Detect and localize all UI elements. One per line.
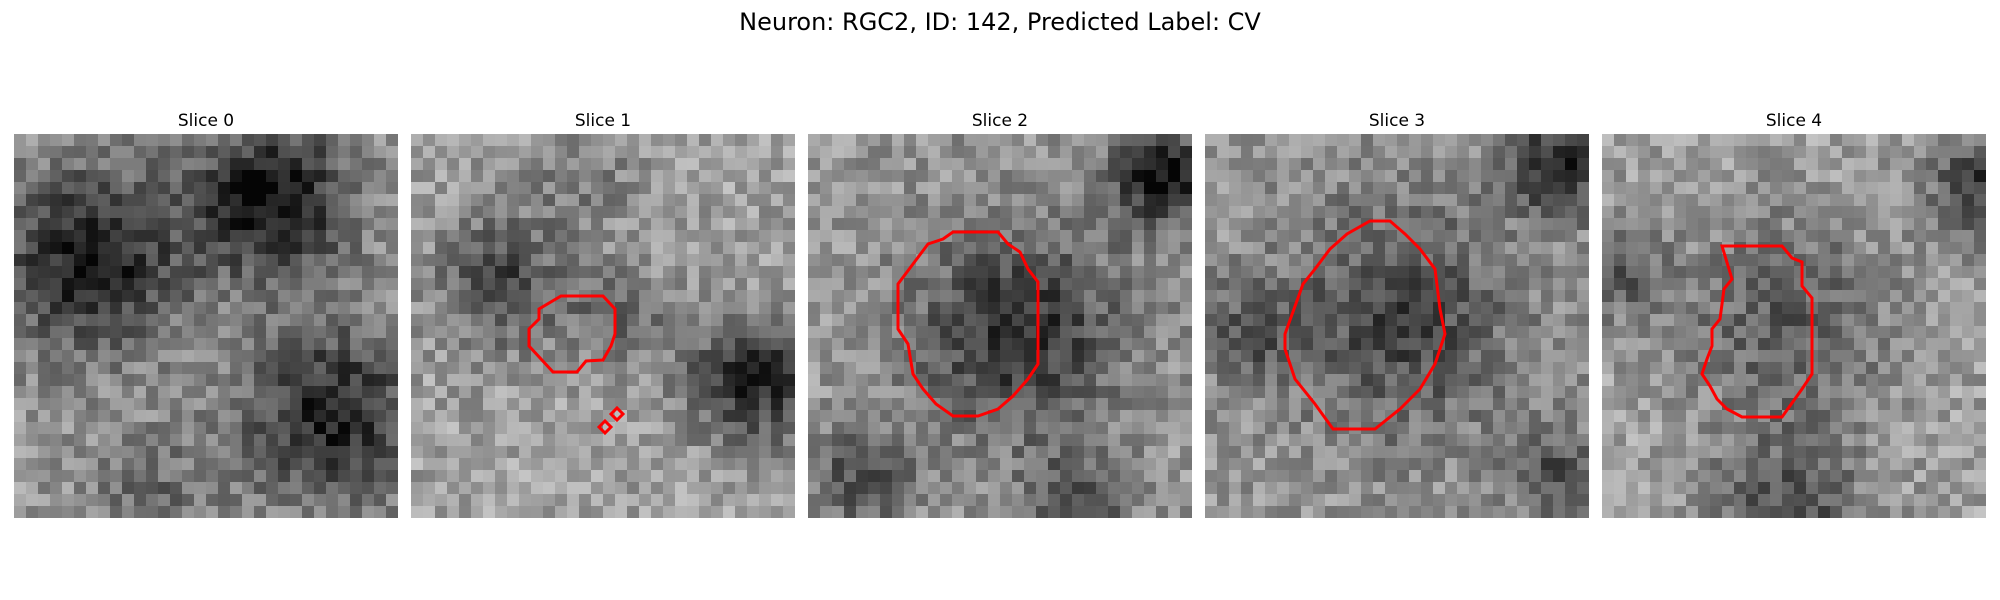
- slice-panel-1: Slice 1: [411, 108, 795, 518]
- slice-image-2: [808, 134, 1192, 518]
- slice-panel-0: Slice 0: [14, 108, 398, 518]
- contour-outline-2-0: [896, 230, 1040, 418]
- contour-outline-4-0: [1700, 244, 1814, 419]
- slice-pixels-4: [1602, 134, 1986, 518]
- slice-title-2: Slice 2: [971, 111, 1029, 131]
- contour-outline-1-2: [608, 405, 626, 423]
- slice-panel-3: Slice 3: [1205, 108, 1589, 518]
- slice-panel-4: Slice 4: [1602, 108, 1986, 518]
- slice-panel-2: Slice 2: [808, 108, 1192, 518]
- slice-pixels-3: [1205, 134, 1589, 518]
- slice-title-0: Slice 0: [177, 111, 235, 131]
- slice-pixels-0: [14, 134, 398, 518]
- slice-image-3: [1205, 134, 1589, 518]
- contour-outline-1-0: [527, 294, 617, 374]
- contour-outline-1-1: [596, 418, 614, 436]
- slice-pixels-2: [808, 134, 1192, 518]
- slice-pixels-1: [411, 134, 795, 518]
- slice-title-4: Slice 4: [1765, 111, 1823, 131]
- slice-image-4: [1602, 134, 1986, 518]
- slice-title-3: Slice 3: [1368, 111, 1426, 131]
- slice-image-1: [411, 134, 795, 518]
- slice-image-0: [14, 134, 398, 518]
- figure-title: Neuron: RGC2, ID: 142, Predicted Label: …: [739, 8, 1261, 36]
- slice-title-1: Slice 1: [574, 111, 632, 131]
- contour-outline-3-0: [1283, 219, 1447, 431]
